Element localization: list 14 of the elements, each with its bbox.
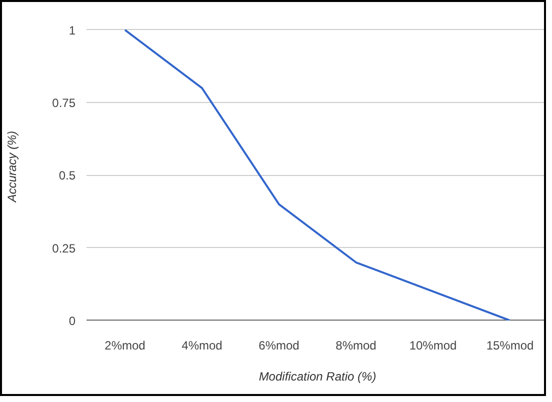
- x-tick-label: 15%mod: [486, 338, 534, 352]
- y-axis-title: Accuracy (%): [5, 130, 20, 204]
- x-axis-title: Modification Ratio (%): [258, 370, 376, 384]
- x-tick-label: 10%mod: [409, 338, 457, 352]
- line-series: [124, 28, 511, 320]
- y-tick-label: 0.5: [58, 168, 76, 183]
- y-tick-label: 0.75: [52, 96, 76, 110]
- x-tick-label: 4%mod: [182, 338, 222, 352]
- y-tick-label: 0.25: [52, 241, 76, 256]
- x-tick-label: 6%mod: [258, 338, 300, 352]
- x-tick-label: 8%mod: [336, 338, 376, 352]
- y-tick-label: 0: [68, 314, 76, 328]
- y-tick-label: 1: [68, 23, 76, 38]
- x-tick-label: 2%mod: [104, 338, 146, 352]
